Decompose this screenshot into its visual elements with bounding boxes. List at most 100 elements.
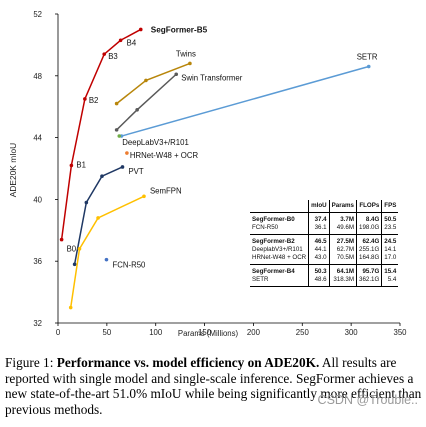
table-cell: 49.6M xyxy=(328,223,357,235)
table-cell: 8.4G xyxy=(355,212,382,224)
series-label: B0 xyxy=(67,245,77,254)
table-cell: 44.1 xyxy=(308,245,330,254)
data-point-swin-transformer xyxy=(114,128,119,132)
watermark: CSDN @Trouble.. xyxy=(317,393,418,407)
data-point-twins xyxy=(144,78,148,83)
table-cell: 36.1 xyxy=(308,223,330,235)
data-point-segformer-b5 xyxy=(118,38,123,43)
series-label: DeepLabV3+/R101 xyxy=(122,138,189,147)
table-cell: 5.4 xyxy=(381,275,399,287)
data-point-twins xyxy=(188,61,192,66)
series-line-semfpn xyxy=(69,195,145,308)
data-point-fcn-r50 xyxy=(104,257,109,262)
table-cell: 70.5M xyxy=(328,253,357,265)
table-row: SegFormer-B2 46.5 27.5M 62.4G 24.5 xyxy=(250,234,399,246)
x-tick-label: 0 xyxy=(56,328,61,337)
x-tick-label: 250 xyxy=(296,328,310,337)
table-cell: 17.0 xyxy=(381,253,399,265)
series-label: Twins xyxy=(176,49,196,58)
table-cell: 37.4 xyxy=(308,212,330,224)
data-point-pvt xyxy=(120,165,125,169)
figure-caption: Figure 1: Performance vs. model efficien… xyxy=(5,355,423,417)
table-cell: 50.5 xyxy=(381,212,399,224)
table-row: SegFormer-B4 50.3 64.1M 95.7G 15.4 xyxy=(250,264,399,276)
caption-prefix: Figure 1: xyxy=(5,355,57,370)
x-tick-label: 350 xyxy=(393,328,407,337)
data-point-swin-transformer xyxy=(135,107,139,112)
caption-bold: Performance vs. model efficiency on ADE2… xyxy=(56,355,320,370)
y-tick-label: 48 xyxy=(33,72,42,81)
axes: 0 50 100 150 200 250 300 350 32 36 40 44 48 52 xyxy=(33,10,407,337)
data-point-deeplabv3-r101 xyxy=(117,134,122,138)
data-point-segformer-b5 xyxy=(83,97,87,101)
table-row: FCN-R50 36.1 49.6M 198.0G 23.5 xyxy=(250,223,399,235)
table-cell: 64.1M xyxy=(328,264,357,276)
y-tick-label: 36 xyxy=(33,257,42,266)
table-cell: 62.7M xyxy=(328,245,357,254)
data-point-twins xyxy=(114,101,119,106)
data-point-semfpn xyxy=(77,247,82,251)
table-cell-model: SETR xyxy=(250,275,309,287)
series-line-swin-transformer xyxy=(116,73,177,131)
table-cell: 23.5 xyxy=(381,223,399,235)
table-cell: 24.5 xyxy=(381,234,399,246)
caption-text: All results are reported with single mod… xyxy=(5,355,422,417)
table-header-params: Params xyxy=(328,200,357,213)
table-cell: 3.7M xyxy=(328,212,357,224)
table-cell-model: SegFormer-B0 xyxy=(252,216,295,223)
table-cell: 27.5M xyxy=(328,234,357,246)
table-cell-model: HRNet-W48 + OCR xyxy=(250,253,309,265)
x-tick-label: 300 xyxy=(345,328,359,337)
table-header-model xyxy=(250,200,309,213)
series-line-setr xyxy=(121,65,369,137)
x-tick-label: 50 xyxy=(103,328,112,337)
labels-layer: B0 B1 B2 B3 B4 SegFormer-B5 Twins Swin Transfor… xyxy=(67,25,378,269)
data-point-segformer-b5 xyxy=(102,52,107,56)
series-label: HRNet-W48 + OCR xyxy=(130,151,199,160)
series-label: B2 xyxy=(89,96,99,105)
series-line-segformer-b5 xyxy=(60,28,142,240)
series-label: SemFPN xyxy=(150,186,182,195)
table-cell: 50.3 xyxy=(308,264,330,276)
table-row: HRNet-W48 + OCR 43.0 70.5M 164.8G 17.0 xyxy=(250,253,399,265)
x-tick-label: 200 xyxy=(247,328,261,337)
table-cell: 46.5 xyxy=(308,234,330,246)
table-cell-model: SegFormer-B4 xyxy=(252,268,295,275)
series-label: SETR xyxy=(357,53,378,62)
table-header-miou: mIoU xyxy=(308,200,330,213)
x-axis-label: Params (Millions) xyxy=(178,329,239,338)
data-point-pvt xyxy=(72,262,77,267)
data-point-semfpn xyxy=(96,216,100,220)
table-cell-model: SegFormer-B2 xyxy=(252,238,295,245)
chart: 0 50 100 150 200 250 300 350 32 36 40 44 48 52 B0 B1 B2… xyxy=(8,10,407,338)
data-point-segformer-b5 xyxy=(59,237,64,242)
series-label: PVT xyxy=(128,167,143,176)
table-row: SegFormer-B0 37.4 3.7M 8.4G 50.5 xyxy=(250,212,399,224)
series-label: Swin Transformer xyxy=(181,73,242,82)
data-point-hrnet-w48-ocr xyxy=(125,151,129,155)
table-row: SETR 48.6 318.3M 362.1G 5.4 xyxy=(250,275,399,287)
table-cell: 255.1G xyxy=(355,245,382,254)
table-cell: 164.8G xyxy=(355,253,382,265)
table-cell: 362.1G xyxy=(355,275,382,287)
x-tick-label: 150 xyxy=(198,328,212,337)
series-line-twins xyxy=(116,62,191,105)
table-row: DeeplabV3+/R101 44.1 62.7M 255.1G 14.1 xyxy=(250,245,399,254)
y-axis-label: ADE20K mIoU xyxy=(8,143,18,197)
data-point-segformer-b5 xyxy=(138,27,143,32)
x-tick-label: 100 xyxy=(149,328,163,337)
data-point-semfpn xyxy=(68,305,73,310)
data-point-setr xyxy=(366,64,371,69)
data-point-pvt xyxy=(84,200,89,205)
series-label: B1 xyxy=(76,160,86,169)
table-cell-model: FCN-R50 xyxy=(250,223,309,235)
table-cell: 318.3M xyxy=(328,275,357,287)
table-cell: 15.4 xyxy=(381,264,399,276)
table-cell: 62.4G xyxy=(355,234,382,246)
table-header-fps: FPS xyxy=(381,200,399,213)
y-tick-label: 40 xyxy=(33,195,42,204)
table-cell: 43.0 xyxy=(308,253,330,265)
y-tick-label: 32 xyxy=(33,319,42,328)
series-layer xyxy=(59,27,371,310)
table-cell: 48.6 xyxy=(308,275,330,287)
